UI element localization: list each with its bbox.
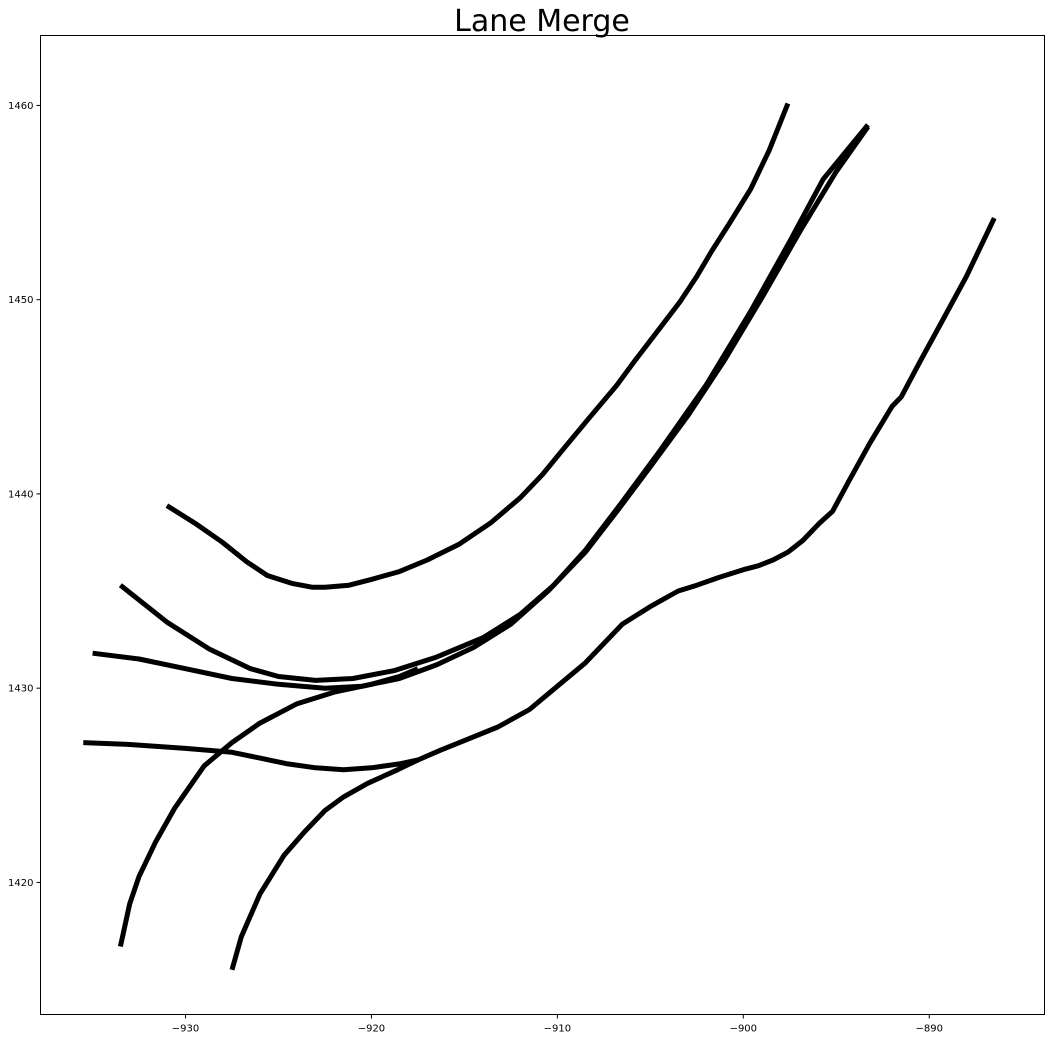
y-tick-label: 1450 [8,295,33,306]
lane-lines [83,102,997,971]
x-tick-label: −900 [730,1024,757,1035]
lane-line-2 [118,123,870,683]
y-tick-label: 1440 [8,489,33,500]
x-tick-label: −920 [358,1024,385,1035]
y-tick-label: 1460 [8,101,33,112]
chart-title: Lane Merge [454,4,630,39]
lane-line-4 [83,217,997,773]
x-tick-label: −890 [915,1024,942,1035]
x-tick-label: −930 [172,1024,199,1035]
lane-line-3 [92,125,870,691]
x-tick-label: −910 [544,1024,571,1035]
lane-line-6 [229,757,419,971]
y-tick-label: 1420 [8,878,33,889]
x-axis: −930 −920 −910 −900 −890 [172,1014,943,1035]
y-tick-label: 1430 [8,684,33,695]
y-axis: 1420 1430 1440 1450 1460 [8,101,41,889]
plot-frame [40,35,1045,1015]
lane-line-1 [165,102,791,590]
lane-line-5 [117,666,419,948]
